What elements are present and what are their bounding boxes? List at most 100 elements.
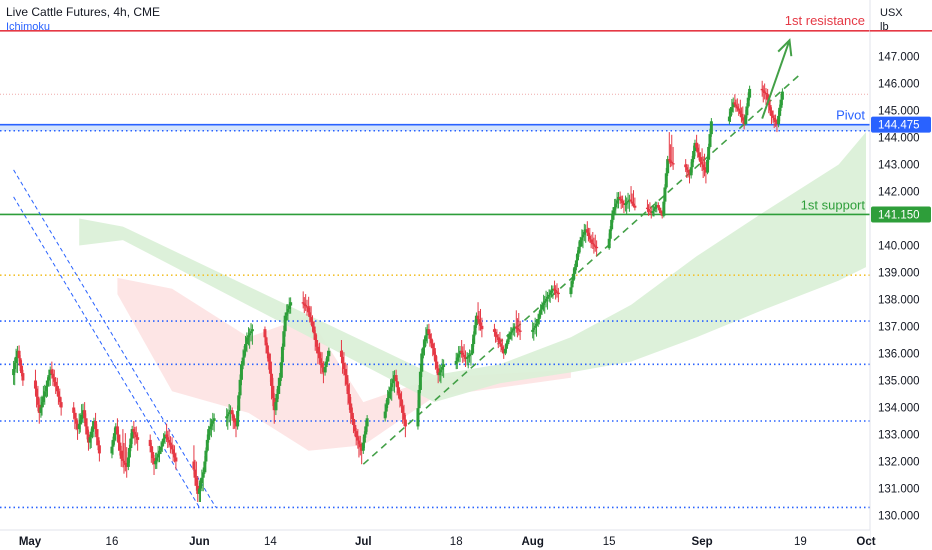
candle [192, 445, 200, 502]
candle-body [540, 304, 544, 310]
candle-body [547, 294, 551, 297]
candle-body [247, 335, 251, 338]
candle-body [211, 421, 215, 424]
candle-body [510, 330, 514, 333]
candle-body [203, 461, 207, 473]
candle-body [94, 421, 98, 430]
candle-body [14, 356, 18, 363]
candle-body [766, 94, 770, 100]
candle-body [616, 196, 620, 201]
candle-body [121, 458, 125, 461]
candle-body [727, 116, 731, 122]
candle-body [668, 160, 672, 162]
candle-body [230, 410, 234, 415]
candle [394, 369, 402, 408]
candle-body [198, 483, 202, 489]
candle-body [86, 434, 90, 443]
candle-body [83, 410, 87, 419]
candle-body [775, 121, 779, 124]
candle-body [457, 354, 461, 358]
candle-body [305, 306, 309, 308]
candle-body [365, 418, 369, 427]
candle-body [173, 453, 177, 458]
candle-body [226, 414, 230, 417]
candle [274, 372, 282, 416]
candle [438, 358, 446, 384]
candle-body [245, 337, 249, 345]
candle-body [731, 102, 735, 108]
trendline [362, 73, 801, 465]
candle [268, 353, 276, 424]
candle-body [769, 110, 773, 116]
candle [197, 467, 205, 502]
candle-body [275, 394, 279, 403]
candle-body [12, 369, 16, 376]
candle-body [439, 369, 443, 373]
candle-body [692, 151, 696, 160]
candle-body [774, 119, 778, 122]
candle-body [343, 369, 347, 376]
candle-body [313, 333, 317, 340]
candle-body [136, 437, 140, 440]
candle-body [460, 350, 464, 353]
candle-body [614, 203, 618, 208]
candle [760, 80, 768, 106]
candle-body [652, 209, 656, 212]
candle [667, 132, 675, 170]
candle-body [580, 237, 584, 241]
candle-body [403, 419, 407, 427]
candle-body [327, 350, 331, 357]
candle-body [645, 207, 649, 210]
candle-body [197, 488, 201, 494]
candle-body [354, 431, 358, 438]
candle-body [342, 362, 346, 370]
candle-body [395, 381, 399, 388]
candle-body [500, 346, 504, 351]
candle [454, 345, 462, 370]
candle-body [686, 169, 690, 173]
candles [12, 80, 784, 502]
candle-body [698, 157, 702, 162]
candle-body [477, 319, 481, 323]
candle-body [390, 383, 394, 388]
indicator-label[interactable]: Ichimoku [6, 21, 51, 33]
candle-body [556, 292, 560, 295]
candle-body [76, 423, 80, 430]
support-badge-bg [871, 206, 931, 223]
candle-body [201, 472, 205, 478]
candle [72, 402, 80, 440]
candle [208, 412, 216, 438]
candle-body [630, 201, 634, 204]
candle-body [455, 357, 459, 361]
candle [580, 223, 588, 249]
candle-body [582, 232, 586, 235]
candle-body [166, 437, 170, 440]
candle [170, 437, 178, 470]
candle-body [152, 458, 156, 465]
candle [44, 366, 52, 398]
candle-body [165, 434, 169, 438]
candle-body [625, 202, 629, 204]
candle-body [543, 300, 547, 303]
candle [547, 285, 555, 303]
candle-body [41, 396, 45, 403]
candle-body [428, 333, 432, 339]
candle [624, 192, 631, 215]
candle-body [272, 398, 276, 411]
candle-body [780, 91, 784, 100]
candle [492, 323, 500, 349]
time-tick-label: 18 [450, 536, 463, 548]
candle-body [728, 111, 732, 117]
symbol-title[interactable]: Live Cattle Futures, 4h, CME [6, 5, 161, 19]
candle-body [39, 407, 43, 413]
candle-body [548, 292, 552, 295]
price-tick-label: 143.000 [878, 160, 920, 172]
candle-body [58, 396, 62, 403]
candle-body [771, 115, 775, 118]
candle-body [78, 419, 82, 425]
candle-body [302, 303, 306, 305]
pivot-zone [0, 124, 870, 131]
